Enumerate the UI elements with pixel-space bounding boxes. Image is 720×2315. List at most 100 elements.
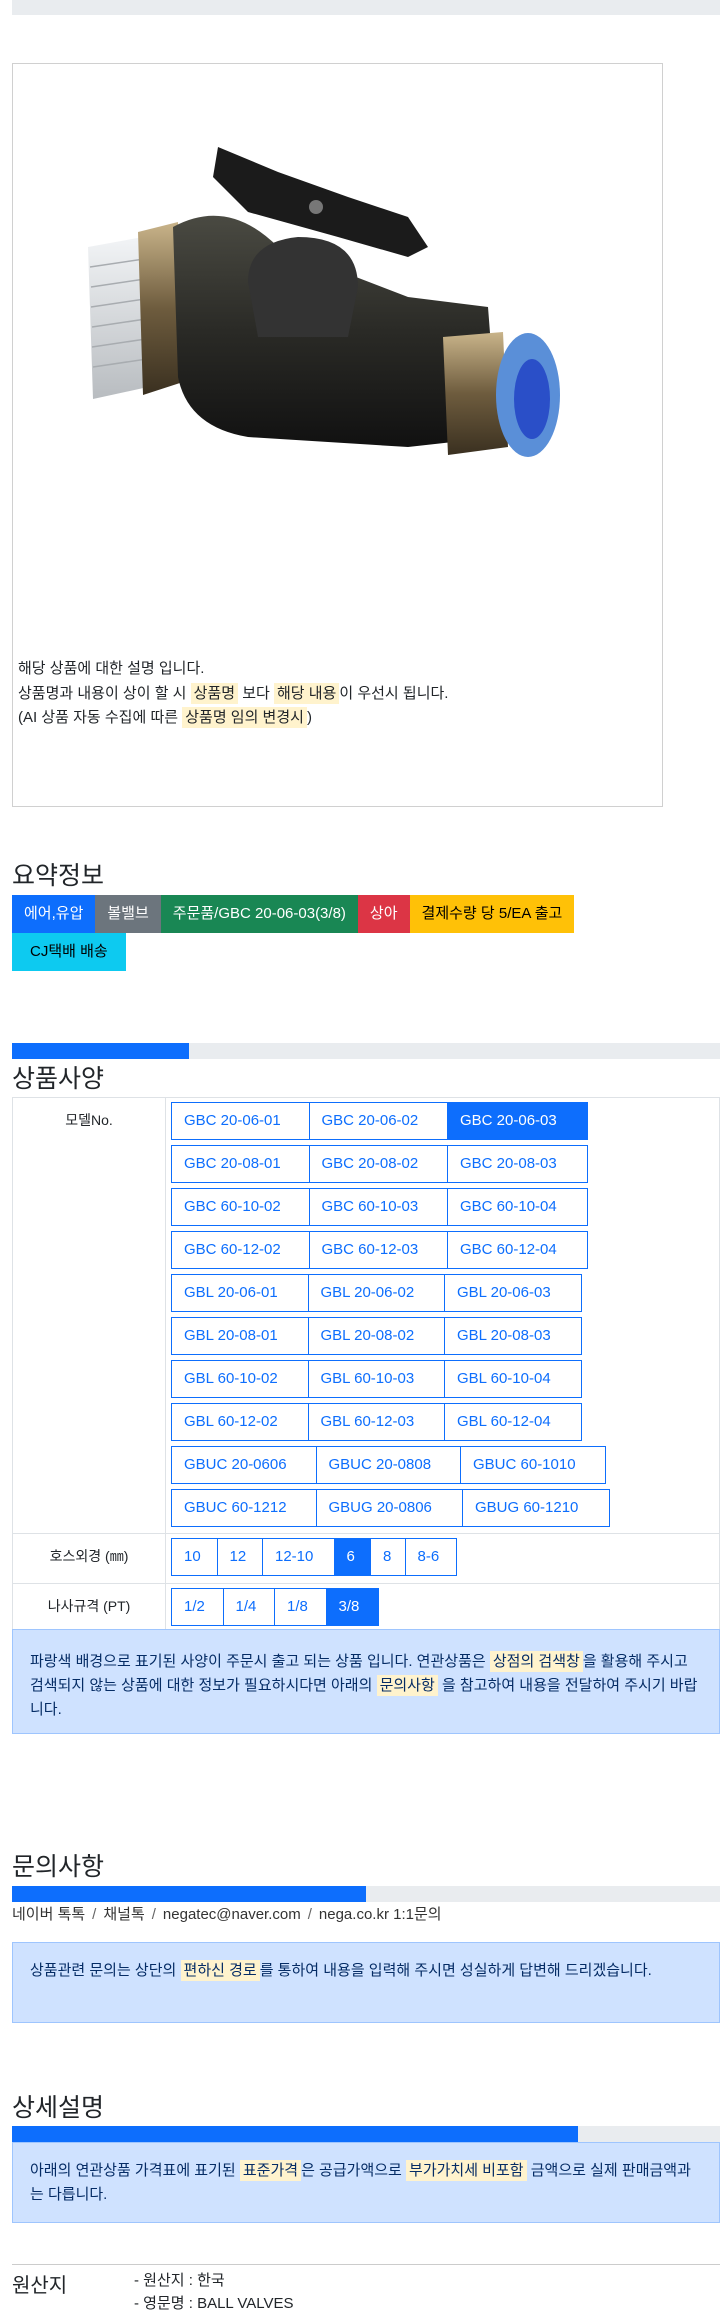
hose-option-button[interactable]: 12 [216,1538,264,1576]
model-options: GBC 20-06-01 GBC 20-06-02 GBC 20-06-03 GBC … [166,1098,719,1533]
progress-fill [12,2126,579,2142]
hose-option-button[interactable]: 6 [333,1538,372,1576]
model-option-button[interactable]: GBL 60-10-03 [307,1360,446,1398]
detail-progress [12,2126,720,2142]
model-option-button[interactable]: GBUC 20-0606 [171,1446,317,1484]
origin-values: - 원산지 : 한국 - 영문명 : BALL VALVES [134,2269,294,2315]
summary-badge: 에어,유압 [12,895,96,933]
spec-row-model: 모델No. GBC 20-06-01 GBC 20-06-02 GBC 20-06-… [13,1098,719,1534]
model-option-button[interactable]: GBL 60-10-04 [444,1360,582,1398]
model-option-button[interactable]: GBUG 20-0806 [315,1489,464,1527]
model-option-button[interactable]: GBUG 60-1210 [462,1489,610,1527]
model-button-group: GBL 60-10-02 GBL 60-10-03 GBL 60-10-04 [171,1360,714,1398]
text: 를 통하여 내용을 입력해 주시면 성실하게 답변해 드리겠습니다. [259,1962,652,1979]
model-option-button[interactable]: GBUC 60-1010 [460,1446,606,1484]
model-option-button[interactable]: GBC 20-08-03 [447,1145,588,1183]
model-option-button[interactable]: GBC 20-08-02 [308,1145,449,1183]
highlight: 문의사항 [376,1675,438,1696]
model-option-button[interactable]: GBL 20-06-02 [307,1274,446,1312]
inquiry-link[interactable]: nega.co.kr 1:1문의 [318,1906,442,1923]
model-option-button[interactable]: GBL 20-06-03 [444,1274,582,1312]
origin-label: 원산지 [12,2275,68,2297]
spec-label: 모델No. [13,1098,166,1533]
summary-badge: 상아 [357,895,410,933]
spec-label: 호스외경 (㎜) [13,1534,166,1583]
model-option-button[interactable]: GBL 60-10-02 [171,1360,309,1398]
model-button-group: GBC 20-08-01 GBC 20-08-02 GBC 20-08-03 [171,1145,714,1183]
model-option-button[interactable]: GBC 60-10-03 [308,1188,449,1226]
thread-option-button[interactable]: 1/8 [274,1588,327,1626]
inquiry-links: 네이버 톡톡 / 채널톡 / negatec@naver.com / nega.co.kr … [12,1903,442,1924]
spec-info-alert: 파랑색 배경으로 표기된 사양이 주문시 출고 되는 상품 입니다. 연관상품은… [12,1629,720,1734]
model-option-button[interactable]: GBC 20-06-02 [308,1102,449,1140]
model-option-button[interactable]: GBC 60-10-04 [447,1188,588,1226]
model-option-button[interactable]: GBC 60-12-02 [171,1231,310,1269]
separator: / [151,1906,156,1923]
model-option-button[interactable]: GBL 20-08-02 [307,1317,446,1355]
model-option-button[interactable]: GBL 60-12-04 [444,1403,582,1441]
highlight: 해당 내용 [273,682,340,704]
model-option-button[interactable]: GBC 20-06-01 [171,1102,310,1140]
model-option-button[interactable]: GBL 20-08-01 [171,1317,309,1355]
progress-fill [12,1886,366,1902]
separator: / [307,1906,312,1923]
spec-row-thread: 나사규격 (PT) 1/2 1/4 1/8 3/8 [13,1584,719,1636]
model-button-group: GBC 20-06-01 GBC 20-06-02 GBC 20-06-03 [171,1102,714,1140]
hose-options: 10 12 12-10 6 8 8-6 [166,1534,719,1583]
spec-row-hose: 호스외경 (㎜) 10 12 12-10 6 8 8-6 [13,1534,719,1584]
highlight: 상점의 검색창 [489,1651,583,1672]
origin-line: - 원산지 : 한국 [134,2272,225,2289]
spec-label: 나사규격 (PT) [13,1584,166,1636]
hose-option-button[interactable]: 12-10 [262,1538,335,1576]
text: 파랑색 배경으로 표기된 사양이 주문시 출고 되는 상품 입니다. 연관상품은 [30,1653,490,1670]
inquiry-link[interactable]: 네이버 톡톡 [12,1906,86,1923]
inquiry-link[interactable]: 채널톡 [103,1906,145,1923]
model-option-button[interactable]: GBC 20-08-01 [171,1145,310,1183]
model-option-button[interactable]: GBL 20-08-03 [444,1317,582,1355]
text: 은 공급가액으로 [301,2162,407,2179]
summary-badge: 볼밸브 [95,895,161,933]
thread-option-button[interactable]: 1/2 [171,1588,224,1626]
text: (AI 상품 자동 수집에 따른 [18,709,183,726]
model-button-group: GBC 60-10-02 GBC 60-10-03 GBC 60-10-04 [171,1188,714,1226]
spec-progress [12,1043,720,1059]
model-button-group: GBL 20-06-01 GBL 20-06-02 GBL 20-06-03 [171,1274,714,1312]
summary-badge: 결제수량 당 5/EA 출고 [409,895,575,933]
model-option-button[interactable]: GBUC 20-0808 [315,1446,462,1484]
hose-option-button[interactable]: 10 [171,1538,218,1576]
product-notice: 해당 상품에 대한 설명 입니다. 상품명과 내용이 상이 할 시 상품명 보다… [18,657,448,731]
thread-option-button[interactable]: 3/8 [325,1588,379,1626]
text: 을 참고하여 내용을 전달하여 주시기 바랍니다. [30,1677,698,1718]
model-option-button[interactable]: GBL 20-06-01 [171,1274,309,1312]
inquiry-progress [12,1886,720,1902]
summary-badge: CJ택배 배송 [12,933,126,971]
detail-title: 상세설명 [12,2094,105,2122]
hose-option-button[interactable]: 8 [370,1538,406,1576]
model-option-button[interactable]: GBL 60-12-03 [307,1403,446,1441]
inquiry-link[interactable]: negatec@naver.com [162,1906,301,1923]
model-button-group: GBUC 60-1212 GBUG 20-0806 GBUG 60-1210 [171,1489,714,1527]
summary-badge: 주문품/GBC 20-06-03(3/8) [160,895,358,933]
model-button-group: GBC 60-12-02 GBC 60-12-03 GBC 60-12-04 [171,1231,714,1269]
text: 이 우선시 됩니다. [339,684,449,702]
notice-line-1: 해당 상품에 대한 설명 입니다. [18,660,205,677]
model-button-group: GBL 60-12-02 GBL 60-12-03 GBL 60-12-04 [171,1403,714,1441]
text: 금액으로 실제 판매금액과는 다릅니다. [30,2162,691,2203]
text: ) [306,709,312,726]
model-option-button[interactable]: GBL 60-12-02 [171,1403,309,1441]
model-option-button[interactable]: GBC 60-12-03 [308,1231,449,1269]
model-option-button[interactable]: GBC 20-06-03 [447,1102,588,1140]
spec-title: 상품사양 [12,1065,105,1093]
text: 상품관련 문의는 상단의 [30,1962,181,1979]
hose-option-button[interactable]: 8-6 [404,1538,457,1576]
top-bar [12,0,720,15]
model-option-button[interactable]: GBC 60-10-02 [171,1188,310,1226]
thread-option-button[interactable]: 1/4 [222,1588,276,1626]
model-option-button[interactable]: GBC 60-12-04 [447,1231,588,1269]
model-button-group: GBL 20-08-01 GBL 20-08-02 GBL 20-08-03 [171,1317,714,1355]
spec-table: 모델No. GBC 20-06-01 GBC 20-06-02 GBC 20-06-… [12,1097,720,1637]
highlight: 상품명 임의 변경시 [182,707,307,728]
hose-button-group: 10 12 12-10 6 8 8-6 [171,1538,714,1576]
model-option-button[interactable]: GBUC 60-1212 [171,1489,317,1527]
highlight: 편하신 경로 [180,1960,260,1981]
